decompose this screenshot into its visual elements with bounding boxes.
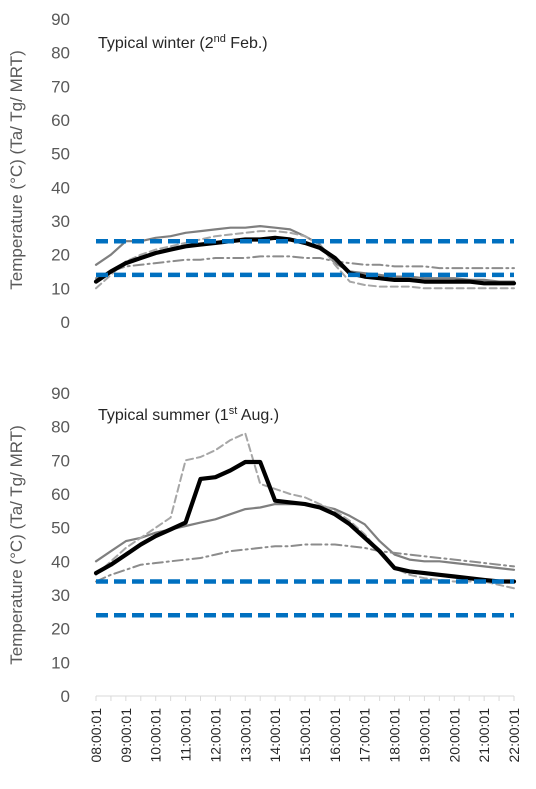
y-tick-label: 10: [51, 279, 70, 298]
chart-annotation: Typical summer (1st Aug.): [98, 405, 279, 424]
series-line-solid-black: [93, 459, 517, 584]
y-tick-label: 80: [51, 418, 70, 437]
x-tick-label: 09:00:01: [118, 708, 134, 763]
x-tick-label: 20:00:01: [446, 708, 462, 763]
y-tick-label: 0: [61, 687, 70, 706]
chart-annotation: Typical winter (2nd Feb.): [98, 33, 268, 52]
x-tick-label: 21:00:01: [476, 708, 492, 763]
x-tick-label: 17:00:01: [357, 708, 373, 763]
chart-panel-2: 0 10 20 30 40 50 60 70 80 90 Temperature (°C) (Ta/…: [7, 384, 522, 763]
y-tick-label: 80: [51, 44, 70, 63]
y-tick-label: 40: [51, 552, 70, 571]
y-tick-label: 20: [51, 620, 70, 639]
x-tick-label: 14:00:01: [267, 708, 283, 763]
x-tick-label: 15:00:01: [297, 708, 313, 763]
x-tick-label: 22:00:01: [506, 708, 522, 763]
y-tick-label: 90: [51, 10, 70, 29]
x-tick-label: 10:00:01: [148, 708, 164, 763]
x-tick-label: 16:00:01: [327, 708, 343, 763]
x-tick-label: 11:00:01: [178, 708, 194, 762]
y-tick-label: 30: [51, 212, 70, 231]
chart-panel-1: 0 10 20 30 40 50 60 70 80 90 Temperature (°C) (Ta/…: [7, 10, 517, 332]
x-tick-label: 13:00:01: [237, 708, 253, 763]
series-line-dashdot-gray: [95, 543, 515, 583]
y-tick-label: 20: [51, 246, 70, 265]
y-tick-label: 10: [51, 653, 70, 672]
y-tick-label: 70: [51, 451, 70, 470]
series-line-dashed-gray: [95, 230, 515, 290]
y-axis-label: Temperature (°C) (Ta/ Tg/ MRT): [7, 425, 26, 665]
y-tick-label: 50: [51, 519, 70, 538]
y-tick-label: 50: [51, 145, 70, 164]
y-tick-label: 60: [51, 485, 70, 504]
x-tick-label: 19:00:01: [416, 708, 432, 763]
series-line-dashed-gray: [95, 432, 515, 590]
x-tick-label: 18:00:01: [387, 708, 403, 763]
y-tick-label: 30: [51, 586, 70, 605]
y-tick-label: 60: [51, 111, 70, 130]
y-tick-label: 0: [61, 313, 70, 332]
y-tick-label: 40: [51, 178, 70, 197]
y-axis-label: Temperature (°C) (Ta/ Tg/ MRT): [7, 50, 26, 290]
y-tick-label: 90: [51, 384, 70, 403]
x-tick-label: 12:00:01: [207, 708, 223, 763]
x-tick-label: 08:00:01: [88, 708, 104, 763]
y-tick-label: 70: [51, 77, 70, 96]
